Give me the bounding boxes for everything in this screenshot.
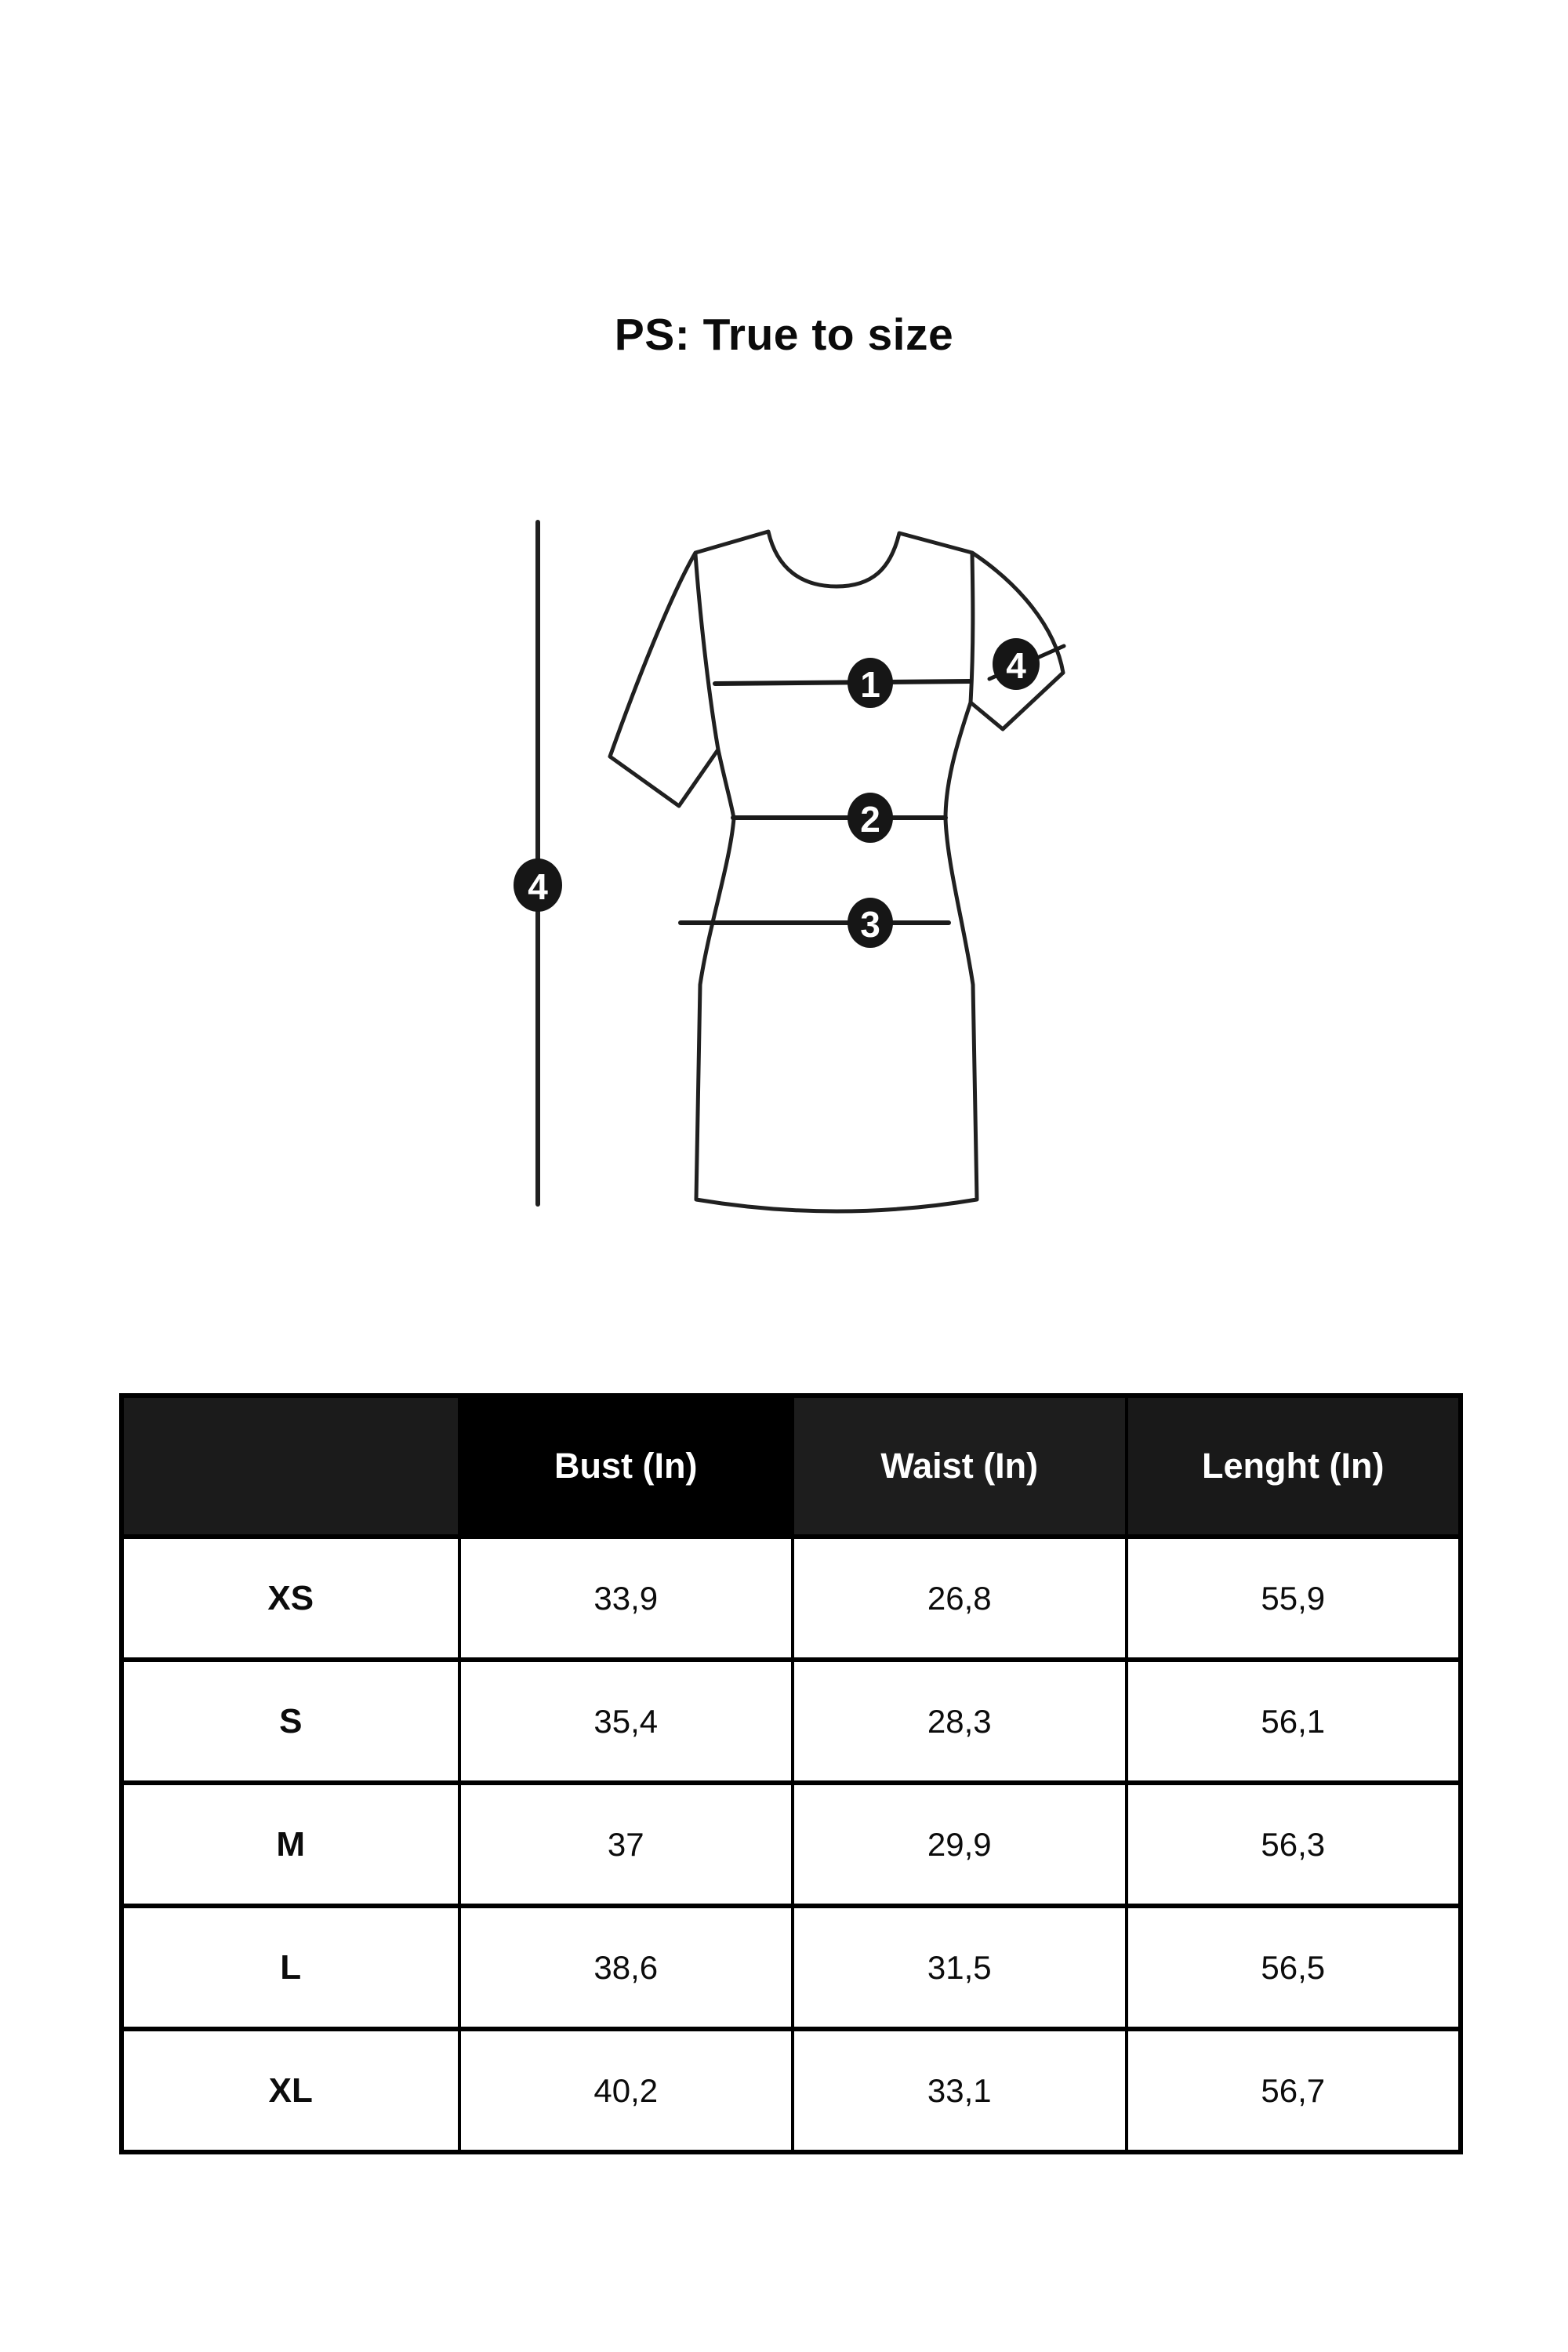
marker-waist-circle	[848, 793, 893, 843]
marker-hip-label: 3	[860, 904, 880, 945]
marker-waist: 2	[848, 793, 893, 843]
waist-value: 26,8	[791, 1539, 1125, 1657]
waist-value: 31,5	[791, 1908, 1125, 2027]
table-row-xl: XL 40,2 33,1 56,7	[124, 2027, 1458, 2150]
marker-bust: 1	[848, 658, 893, 708]
size-label: L	[280, 1947, 302, 1987]
marker-length: 4	[514, 858, 562, 912]
length-value: 55,9	[1124, 1539, 1459, 1657]
left-armhole-seam	[693, 552, 720, 752]
bust-measure-line	[713, 679, 972, 686]
bust-value: 40,2	[457, 2031, 792, 2150]
bust-value: 35,4	[457, 1662, 792, 1780]
table-row-l: L 38,6 31,5 56,5	[124, 1904, 1458, 2027]
size-label: M	[276, 1824, 306, 1864]
header-length: Lenght (In)	[1124, 1398, 1458, 1534]
marker-length-label: 4	[528, 866, 548, 907]
length-value: 56,3	[1124, 1785, 1459, 1904]
waist-value: 29,9	[791, 1785, 1125, 1904]
size-label: XL	[268, 2071, 313, 2110]
marker-sleeve-circle	[993, 638, 1040, 690]
size-label: S	[279, 1701, 303, 1740]
marker-bust-label: 1	[860, 664, 880, 705]
page-title: PS: True to size	[614, 310, 954, 360]
marker-waist-label: 2	[860, 799, 880, 840]
marker-hip: 3	[848, 898, 893, 948]
length-value: 56,1	[1124, 1662, 1459, 1780]
size-label: XS	[267, 1578, 314, 1617]
dress-outline	[608, 529, 1065, 1214]
bust-value: 38,6	[457, 1908, 792, 2027]
marker-sleeve: 4	[993, 638, 1040, 690]
dress-measurement-diagram: 1 2 3 4 4	[514, 520, 1066, 1214]
waist-value: 33,1	[791, 2031, 1125, 2150]
header-empty-cell	[124, 1398, 458, 1534]
header-bust: Bust (In)	[457, 1398, 791, 1534]
marker-bust-circle	[848, 658, 893, 708]
marker-hip-circle	[848, 898, 893, 948]
size-table: Bust (In) Waist (In) Lenght (In) XS 33,9…	[119, 1393, 1463, 2154]
table-row-s: S 35,4 28,3 56,1	[124, 1657, 1458, 1780]
waist-value: 28,3	[791, 1662, 1125, 1780]
marker-length-circle	[514, 858, 562, 912]
table-row-m: M 37 29,9 56,3	[124, 1780, 1458, 1904]
length-value: 56,5	[1124, 1908, 1459, 2027]
header-waist: Waist (In)	[791, 1398, 1125, 1534]
marker-sleeve-label: 4	[1006, 645, 1026, 686]
size-table-header-row: Bust (In) Waist (In) Lenght (In)	[124, 1398, 1458, 1534]
length-value: 56,7	[1124, 2031, 1459, 2150]
bust-value: 33,9	[457, 1539, 792, 1657]
bust-value: 37	[457, 1785, 792, 1904]
table-row-xs: XS 33,9 26,8 55,9	[124, 1534, 1458, 1657]
